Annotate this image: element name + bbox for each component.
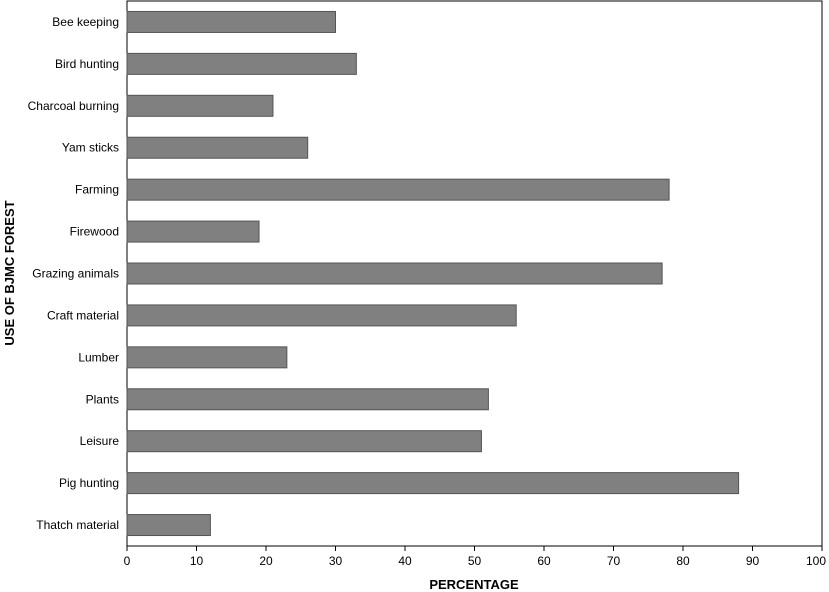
bar	[126, 10, 336, 33]
category-label: Plants	[86, 392, 119, 406]
x-ticks-group: 0 10 20 30 40 50 60 70 80 90 100	[124, 546, 826, 568]
x-tick-label: 20	[259, 554, 273, 568]
x-tick-label: 10	[190, 554, 204, 568]
bar	[126, 472, 740, 495]
x-tick-label: 100	[806, 554, 826, 568]
category-label: Charcoal burning	[28, 99, 119, 113]
category-label: Pig hunting	[59, 476, 119, 490]
x-tick-label: 60	[537, 554, 551, 568]
category-label: Leisure	[80, 434, 120, 448]
bar	[126, 430, 482, 453]
bar	[126, 94, 274, 117]
x-tick-label: 40	[398, 554, 412, 568]
bar	[126, 346, 288, 369]
category-label: Grazing animals	[32, 267, 119, 281]
x-axis-title: PERCENTAGE	[429, 577, 519, 592]
x-tick-label: 90	[746, 554, 760, 568]
category-label: Yam sticks	[62, 141, 119, 155]
bar	[126, 220, 260, 243]
x-tick-label: 30	[329, 554, 343, 568]
category-label: Craft material	[47, 308, 119, 322]
bar	[126, 136, 309, 159]
bar	[126, 52, 357, 75]
bar	[126, 178, 670, 201]
category-labels-group: Bee keeping Bird hunting Charcoal burning Y…	[28, 15, 120, 532]
category-label: Bee keeping	[52, 15, 119, 29]
category-label: Lumber	[78, 350, 119, 364]
bar	[126, 388, 489, 411]
bar	[126, 514, 211, 537]
x-tick-label: 80	[676, 554, 690, 568]
y-axis-title: USE OF BJMC FOREST	[2, 200, 17, 345]
x-tick-label: 70	[607, 554, 621, 568]
bars-group	[126, 10, 740, 537]
category-label: Bird hunting	[55, 57, 119, 71]
bar	[126, 262, 663, 285]
x-tick-label: 0	[124, 554, 131, 568]
category-label: Firewood	[70, 225, 119, 239]
x-tick-label: 50	[468, 554, 482, 568]
bar	[126, 304, 517, 327]
category-label: Thatch material	[36, 518, 119, 532]
category-label: Farming	[75, 183, 119, 197]
